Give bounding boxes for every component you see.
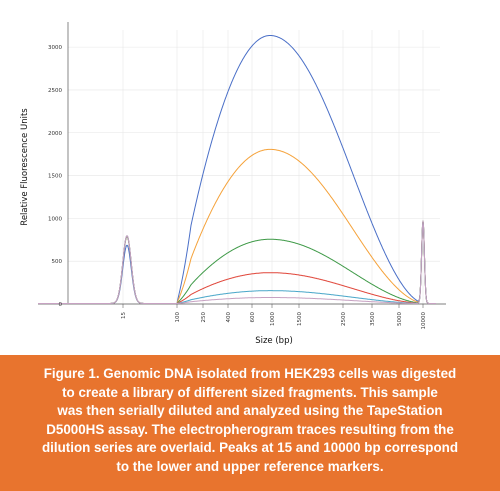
figure-caption: Figure 1. Genomic DNA isolated from HEK2… bbox=[0, 355, 500, 491]
y-tick-label: 2500 bbox=[48, 88, 62, 94]
series-trace bbox=[38, 220, 436, 304]
y-axis-title: Relative Fluorescence Units bbox=[20, 108, 30, 226]
x-tick-label: 10000 bbox=[421, 312, 427, 330]
tick-labels: 0 500 1000 1500 2000 2500 3000 15 100 250 400 600 10… bbox=[48, 45, 427, 329]
y-tick-label: 3000 bbox=[48, 45, 62, 51]
y-tick-label: 500 bbox=[52, 259, 63, 265]
series-layer bbox=[38, 35, 436, 304]
x-tick-label: 600 bbox=[250, 312, 256, 323]
x-tick-label: 2500 bbox=[341, 312, 347, 326]
y-tick-label: 1500 bbox=[48, 174, 62, 180]
x-tick-label: 400 bbox=[226, 312, 232, 323]
y-tick-label: 2000 bbox=[48, 131, 62, 137]
x-tick-label: 15 bbox=[121, 312, 127, 319]
caption-line: to the lower and upper reference markers… bbox=[116, 458, 384, 474]
x-tick-label: 1500 bbox=[297, 312, 303, 326]
electropherogram-chart: 0 500 1000 1500 2000 2500 3000 15 100 250 400 600 10… bbox=[20, 22, 446, 346]
x-axis-title: Size (bp) bbox=[255, 336, 293, 346]
x-tick-label: 1000 bbox=[270, 312, 276, 326]
y-tick-label: 0 bbox=[59, 302, 63, 308]
series-trace bbox=[38, 148, 436, 304]
y-tick-label: 1000 bbox=[48, 216, 62, 222]
chart-svg: 0 500 1000 1500 2000 2500 3000 15 100 250 400 600 10… bbox=[20, 22, 446, 346]
axes bbox=[38, 22, 446, 308]
caption-line: Figure 1. Genomic DNA isolated from HEK2… bbox=[43, 366, 457, 381]
x-tick-label: 5000 bbox=[397, 312, 403, 326]
x-tick-label: 3500 bbox=[370, 312, 376, 326]
caption-line: D5000HS assay. The electropherogram trac… bbox=[46, 421, 454, 437]
caption-line: to create a library of different sized f… bbox=[62, 384, 438, 400]
caption-line: dilution series are overlaid. Peaks at 1… bbox=[41, 440, 459, 455]
x-tick-label: 250 bbox=[201, 312, 207, 323]
caption-line: was then serially diluted and analyzed u… bbox=[57, 403, 443, 418]
grid bbox=[68, 30, 440, 305]
x-tick-label: 100 bbox=[175, 312, 181, 323]
